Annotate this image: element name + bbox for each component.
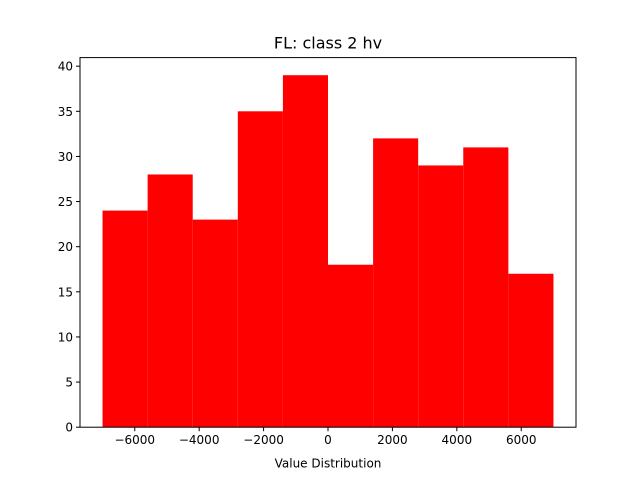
y-tick-label: 5: [65, 376, 73, 390]
x-axis-ticks: −6000 −4000 −2000 0 2000 4000 6000: [114, 427, 537, 447]
y-axis-ticks: 0 5 10 15 20 25 30 35 40: [58, 60, 80, 435]
x-tick-label: 0: [324, 433, 332, 447]
histogram-bar-6: [373, 138, 419, 428]
y-tick-label: 15: [58, 285, 73, 299]
histogram-bar-0: [102, 210, 148, 428]
y-tick-label: 25: [58, 195, 73, 209]
histogram-bar-5: [328, 264, 374, 428]
x-tick-label: 4000: [442, 433, 473, 447]
y-tick-label: 10: [58, 330, 73, 344]
y-tick-label: 40: [58, 60, 73, 74]
histogram-bar-7: [418, 165, 464, 428]
y-tick-label: 35: [58, 105, 73, 119]
histogram-bar-9: [508, 273, 554, 428]
x-tick-label: −6000: [114, 433, 155, 447]
histogram-bar-3: [237, 111, 283, 428]
y-tick-label: 30: [58, 150, 73, 164]
histogram-bar-2: [192, 219, 238, 428]
histogram-bar-8: [463, 147, 509, 428]
x-tick-label: −4000: [179, 433, 220, 447]
y-tick-label: 0: [65, 421, 73, 435]
histogram-bar-1: [147, 174, 193, 428]
plot-frame: [79, 57, 577, 428]
histogram-bars: [102, 75, 554, 428]
histogram-bar-4: [282, 75, 328, 428]
x-tick-label: −2000: [243, 433, 284, 447]
y-tick-label: 20: [58, 240, 73, 254]
x-tick-label: 2000: [377, 433, 408, 447]
chart-title: FL: class 2 hv: [274, 34, 382, 53]
x-tick-label: 6000: [506, 433, 537, 447]
x-axis-label: Value Distribution: [275, 457, 382, 471]
